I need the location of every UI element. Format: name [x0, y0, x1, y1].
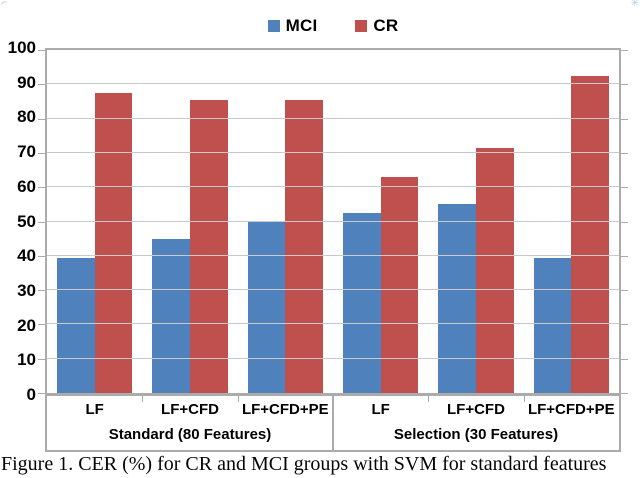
right-tick-90 [621, 84, 628, 86]
y-tick-label-60: 60 [17, 176, 36, 196]
gridline-40 [47, 254, 619, 256]
gridline-50 [47, 220, 619, 222]
bar-cr-4 [475, 147, 514, 393]
category-label-row: LF LF+CFD LF+CFD+PE LF LF+CFD LF+CFD+PE [47, 396, 619, 423]
right-tick-50 [621, 221, 628, 223]
right-tick-60 [621, 187, 628, 189]
y-tick-label-20: 20 [17, 315, 36, 335]
bar-group-3 [333, 50, 428, 393]
group-label-row: Standard (80 Features) Selection (30 Feat… [47, 423, 619, 450]
left-tick-0 [38, 393, 45, 394]
y-tick-label-30: 30 [17, 280, 36, 300]
chart-legend: MCI CR [45, 16, 621, 36]
gridline-10 [47, 357, 619, 359]
bar-mci-3 [342, 212, 381, 393]
right-tick-30 [621, 290, 628, 292]
y-tick-label-80: 80 [17, 107, 36, 127]
legend-entry-cr: CR [355, 16, 398, 36]
bar-cr-3 [380, 176, 419, 393]
gridline-20 [47, 323, 619, 325]
right-tick-0 [621, 393, 628, 394]
gridline-70 [47, 151, 619, 153]
bar-group-0 [47, 50, 142, 393]
right-tick-10 [621, 358, 628, 360]
left-tick-70 [38, 152, 45, 154]
bar-cr-0 [94, 92, 133, 393]
screenshot-artifact-icon: ✳ [630, 0, 639, 9]
cr-color-swatch [355, 20, 368, 32]
category-label-1: LF+CFD [161, 401, 219, 418]
gridline-80 [47, 117, 619, 119]
figure-caption: Figure 1. CER (%) for CR and MCI groups … [1, 453, 607, 475]
left-tick-50 [38, 221, 45, 223]
plot-area [38, 48, 628, 395]
bar-mci-0 [57, 257, 95, 393]
x-axis-label-box: LF LF+CFD LF+CFD+PE LF LF+CFD LF+CFD+PE Stand… [45, 395, 621, 452]
category-label-0: LF [85, 401, 104, 418]
y-tick-label-40: 40 [17, 246, 36, 266]
y-tick-label-0: 0 [26, 385, 36, 404]
left-tick-100 [38, 50, 45, 51]
bar-mci-5 [533, 257, 572, 393]
y-tick-label-10: 10 [17, 350, 36, 370]
legend-entry-mci: MCI [267, 16, 318, 36]
left-tick-40 [38, 255, 45, 257]
mci-color-swatch [267, 20, 280, 32]
right-tick-40 [621, 255, 628, 257]
right-tick-70 [621, 152, 628, 154]
right-tick-80 [621, 118, 628, 120]
left-tick-60 [38, 187, 45, 189]
bar-mci-2 [247, 221, 286, 393]
category-label-5: LF+CFD+PE [527, 401, 615, 418]
bar-cr-1 [189, 99, 228, 393]
gridline-90 [47, 83, 619, 85]
category-label-2: LF+CFD+PE [241, 401, 329, 418]
y-tick-label-100: 100 [7, 38, 36, 57]
gridline-30 [47, 289, 619, 291]
left-tick-10 [38, 358, 45, 360]
left-tick-90 [38, 84, 45, 86]
group-divider-line [332, 396, 334, 450]
left-tick-30 [38, 290, 45, 292]
category-boundary-tick-4 [428, 396, 430, 402]
category-label-4: LF+CFD [447, 401, 505, 418]
category-boundary-tick-5 [523, 396, 525, 402]
gridline-60 [47, 186, 619, 188]
legend-label-cr: CR [373, 16, 399, 35]
category-label-3: LF [371, 401, 390, 418]
feature-group-label-0: Standard (80 Features) [108, 426, 272, 443]
left-tick-20 [38, 324, 45, 326]
right-tick-100 [621, 50, 628, 51]
bar-mci-4 [438, 204, 476, 393]
bar-group-2 [238, 50, 333, 393]
y-tick-label-90: 90 [17, 72, 36, 92]
bar-cr-2 [285, 99, 323, 393]
bar-cr-5 [571, 75, 609, 393]
bar-group-4 [428, 50, 523, 393]
bar-groups [47, 50, 619, 393]
feature-group-label-1: Selection (30 Features) [393, 426, 559, 443]
y-tick-label-70: 70 [17, 142, 36, 162]
legend-label-mci: MCI [285, 16, 318, 35]
left-tick-80 [38, 118, 45, 120]
category-boundary-tick-1 [142, 396, 144, 402]
y-tick-label-50: 50 [17, 211, 36, 231]
bar-group-1 [142, 50, 237, 393]
category-boundary-tick-2 [237, 396, 239, 402]
right-tick-20 [621, 324, 628, 326]
y-axis-labels: 0 10 20 30 40 50 60 70 80 90 100 [0, 39, 36, 403]
bar-group-5 [524, 50, 619, 393]
bar-mci-1 [152, 238, 190, 393]
category-boundary-tick-3 [333, 396, 334, 402]
screenshot-artifact-mark [0, 0, 9, 9]
